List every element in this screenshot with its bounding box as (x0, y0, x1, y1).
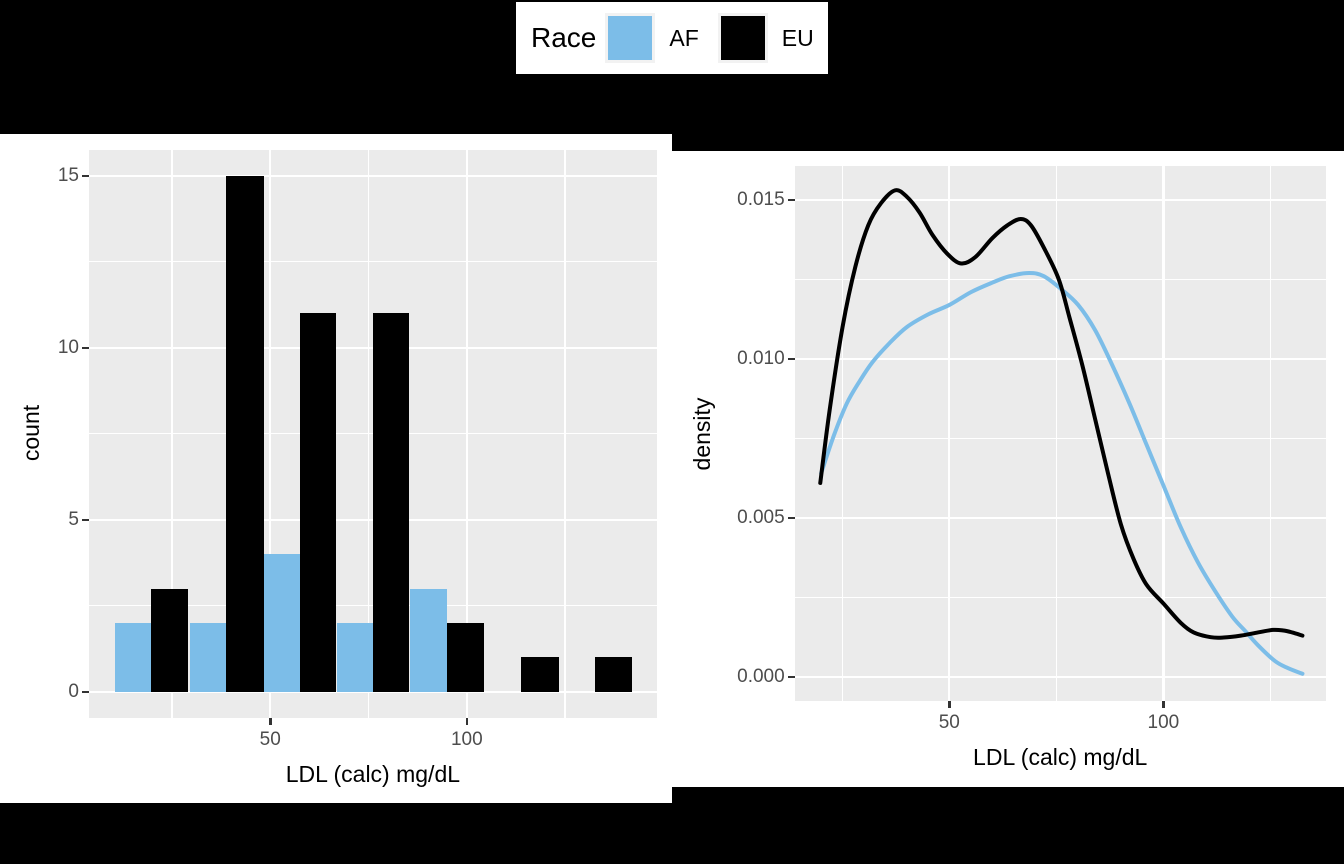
y-axis-tick (787, 675, 795, 679)
y-major-gridline (89, 174, 657, 177)
histogram-y-axis-title: count (18, 404, 44, 462)
histogram-bar-af (337, 622, 374, 692)
density-curve-eu (817, 188, 1305, 640)
y-axis-tick-label: 15 (57, 165, 79, 187)
histogram-bar-af (410, 588, 447, 692)
x-major-gridline (269, 150, 272, 718)
y-major-gridline (794, 516, 1326, 520)
y-axis-tick (787, 198, 795, 202)
y-minor-gridline (794, 596, 1326, 599)
x-axis-tick (269, 717, 272, 725)
y-axis-tick-label: 0.000 (737, 666, 785, 688)
x-major-gridline (1162, 166, 1165, 702)
y-major-gridline (89, 346, 657, 349)
af-color-swatch (608, 16, 653, 60)
legend-key-eu (717, 13, 768, 63)
y-axis-tick-label: 0.015 (737, 189, 785, 211)
y-axis-tick-label: 0 (68, 681, 79, 703)
y-axis-tick-label: 5 (68, 509, 79, 531)
histogram-bar-eu (594, 657, 633, 692)
x-axis-tick-label: 50 (259, 728, 281, 750)
x-axis-tick-label: 50 (938, 712, 960, 734)
y-axis-tick-label: 0.005 (737, 507, 785, 529)
x-axis-tick-label: 100 (450, 728, 483, 750)
legend-label-af: AF (669, 24, 699, 51)
histogram-x-axis-title: LDL (calc) mg/dL (285, 761, 461, 787)
legend: Race AF EU (516, 2, 828, 74)
density-figure: density LDL (calc) mg/dL 50 100 0.000 0.005… (672, 151, 1344, 787)
y-major-gridline (794, 198, 1326, 202)
density-x-axis-title: LDL (calc) mg/dL (973, 744, 1148, 770)
histogram-bar-eu (225, 175, 264, 692)
y-minor-gridline (794, 437, 1326, 440)
x-axis-tick-label: 100 (1147, 712, 1180, 734)
y-major-gridline (794, 675, 1326, 679)
histogram-bar-af (263, 554, 301, 692)
x-axis-tick (948, 701, 951, 709)
x-axis-tick (1162, 701, 1165, 709)
histogram-figure: count LDL (calc) mg/dL 50 100 0 5 10 15 (0, 134, 672, 803)
x-major-gridline (948, 166, 951, 702)
x-minor-gridline (841, 166, 843, 702)
legend-key-af (605, 13, 656, 63)
density-curve-af (818, 271, 1305, 676)
histogram-bar-eu (446, 622, 485, 692)
y-axis-tick (787, 516, 795, 520)
histogram-bar-af (190, 622, 226, 692)
y-axis-tick (82, 518, 89, 522)
histogram-bar-eu (300, 313, 336, 692)
density-panel (794, 166, 1326, 702)
x-axis-tick (465, 717, 469, 725)
y-axis-tick (82, 174, 89, 178)
y-axis-tick (82, 346, 89, 350)
y-axis-tick (787, 357, 795, 361)
x-minor-gridline (1055, 166, 1058, 702)
density-curves (795, 166, 1326, 701)
x-major-gridline (465, 150, 468, 718)
eu-color-swatch (720, 16, 765, 60)
y-axis-tick (82, 690, 89, 694)
histogram-bar-af (114, 622, 152, 692)
y-minor-gridline (89, 433, 657, 435)
histogram-bar-eu (521, 657, 559, 692)
y-major-gridline (89, 690, 657, 693)
y-major-gridline (794, 357, 1326, 361)
y-minor-gridline (89, 261, 657, 263)
legend-title: Race (531, 22, 597, 53)
y-axis-tick-label: 0.010 (737, 348, 785, 370)
density-y-axis-title: density (689, 397, 715, 471)
y-axis-tick-label: 10 (57, 337, 79, 359)
y-minor-gridline (89, 605, 657, 607)
x-minor-gridline (1269, 166, 1272, 702)
legend-label-eu: EU (781, 24, 814, 51)
histogram-bar-eu (151, 588, 189, 692)
histogram-bar-eu (373, 313, 410, 692)
y-major-gridline (89, 518, 657, 521)
